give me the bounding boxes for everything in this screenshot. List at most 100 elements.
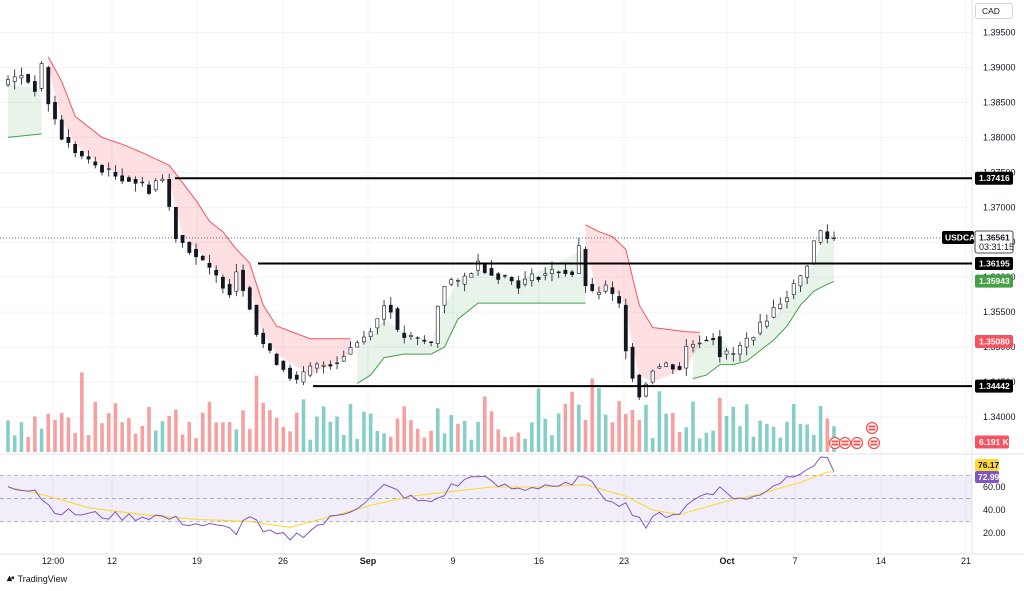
volume-bar <box>617 401 621 452</box>
candle-up <box>39 63 44 89</box>
candle-up <box>106 168 111 170</box>
volume-bar <box>53 420 57 452</box>
time-axis[interactable]: 12:00 12 19 26 Sep 9 16 23 Oct 7 14 21 <box>42 556 971 566</box>
us-flag-icon[interactable] <box>850 436 864 450</box>
candle-down <box>220 276 225 289</box>
candle-down <box>516 280 521 289</box>
us-flag-icon[interactable] <box>867 436 881 450</box>
volume-bar <box>382 433 386 452</box>
candle-up <box>724 350 729 355</box>
candle-down <box>147 184 151 194</box>
candle-up <box>805 265 810 278</box>
candle-up <box>301 371 306 383</box>
volume-bar <box>315 416 319 452</box>
candle-up <box>778 303 783 309</box>
volume-bar <box>33 416 37 452</box>
volume-bar <box>348 404 353 452</box>
horizontal-levels[interactable] <box>0 177 972 388</box>
time-tick-label: 9 <box>450 556 455 566</box>
rsi-pane: 60.00 40.00 20.00 76.17 72.99 <box>0 456 1006 541</box>
economic-events[interactable] <box>828 421 881 450</box>
volume-bar <box>174 409 178 452</box>
volume-bar <box>731 406 736 452</box>
candle-up <box>449 279 454 285</box>
candle-up <box>355 342 360 348</box>
price-axis[interactable]: 1.395001.390001.385001.380001.375001.370… <box>942 27 1016 449</box>
candle-down <box>93 161 98 166</box>
volume-bar <box>160 421 165 452</box>
volume-bar <box>26 436 30 452</box>
candle-up <box>234 271 239 292</box>
rsi-tick-label: 60.00 <box>983 482 1006 492</box>
volume-bar <box>610 422 615 452</box>
time-tick-label: 19 <box>192 556 202 566</box>
candle-up <box>650 370 655 383</box>
brand-logo[interactable]: ▴▪ TradingView <box>7 573 67 584</box>
candle-up <box>6 79 10 86</box>
event-flag-icon[interactable] <box>828 436 842 450</box>
candle-up <box>456 280 460 282</box>
candle-down <box>395 308 400 330</box>
supertrend-tag-1.35080: 1.35080 <box>979 337 1010 347</box>
candle-up <box>382 305 386 320</box>
candle-up <box>785 297 789 302</box>
candle-down <box>214 269 219 276</box>
volume-bar <box>469 439 474 452</box>
candle-down <box>623 304 628 352</box>
volume-bar <box>482 396 487 452</box>
volume-bar <box>140 425 145 452</box>
currency-selector[interactable]: CAD <box>975 3 1013 19</box>
rsi-ma-tag: 72.99 <box>978 472 1000 482</box>
candle-down <box>590 283 595 291</box>
volume-bar <box>697 438 702 452</box>
volume-bar <box>308 439 312 452</box>
time-tick-label: 12:00 <box>42 556 65 566</box>
volume-bar <box>462 420 467 452</box>
volume-bar <box>86 435 91 452</box>
candle-up <box>153 180 158 191</box>
volume-bars <box>6 372 836 452</box>
volume-bar <box>738 426 742 452</box>
volume-bar <box>442 433 447 452</box>
volume-bar <box>644 404 648 452</box>
candle-down <box>328 364 333 367</box>
candle-down <box>167 179 172 207</box>
us-flag-icon-stripe <box>841 442 849 444</box>
volume-bar <box>744 404 749 452</box>
volume-bar <box>368 413 373 452</box>
candlesticks <box>6 61 836 401</box>
candle-up <box>375 318 380 329</box>
candle-down <box>86 156 91 160</box>
canada-flag-icon[interactable] <box>865 421 879 435</box>
candle-up <box>597 292 601 295</box>
candle-down <box>227 283 232 296</box>
candle-up <box>744 337 749 348</box>
currency-label: CAD <box>982 6 1000 16</box>
volume-bar <box>167 415 171 452</box>
supertrend-fill-down <box>48 56 351 376</box>
canada-flag-icon-stripe <box>868 427 876 429</box>
time-tick-label: 14 <box>876 556 886 566</box>
candle-down <box>704 339 709 342</box>
volume-bar <box>214 422 218 452</box>
volume-bar <box>563 403 568 452</box>
candle-down <box>503 275 507 277</box>
volume-bar <box>812 434 816 452</box>
volume-bar <box>80 372 84 452</box>
candle-up <box>657 366 662 369</box>
brand-name: TradingView <box>17 573 68 584</box>
candle-up <box>409 334 413 337</box>
us-flag-icon[interactable] <box>838 436 852 450</box>
candle-up <box>550 269 554 275</box>
candle-down <box>261 332 266 344</box>
candle-up <box>697 342 702 345</box>
candle-up <box>798 275 803 287</box>
candle-down <box>120 175 125 182</box>
volume-bar <box>254 375 259 452</box>
rsi-value-tag: 76.17 <box>978 460 1000 470</box>
volume-bar <box>677 431 682 452</box>
volume-bar <box>503 436 507 452</box>
price-pane-bg <box>0 0 972 452</box>
supertrend-line-down <box>47 56 351 340</box>
candle-down <box>207 262 212 268</box>
